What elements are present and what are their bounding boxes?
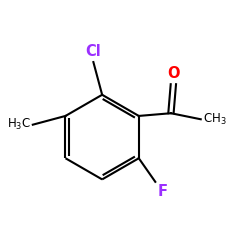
Text: O: O	[167, 66, 179, 80]
Text: Cl: Cl	[86, 44, 101, 59]
Text: F: F	[157, 184, 167, 199]
Text: CH$_3$: CH$_3$	[203, 112, 226, 127]
Text: H$_3$C: H$_3$C	[8, 117, 32, 132]
